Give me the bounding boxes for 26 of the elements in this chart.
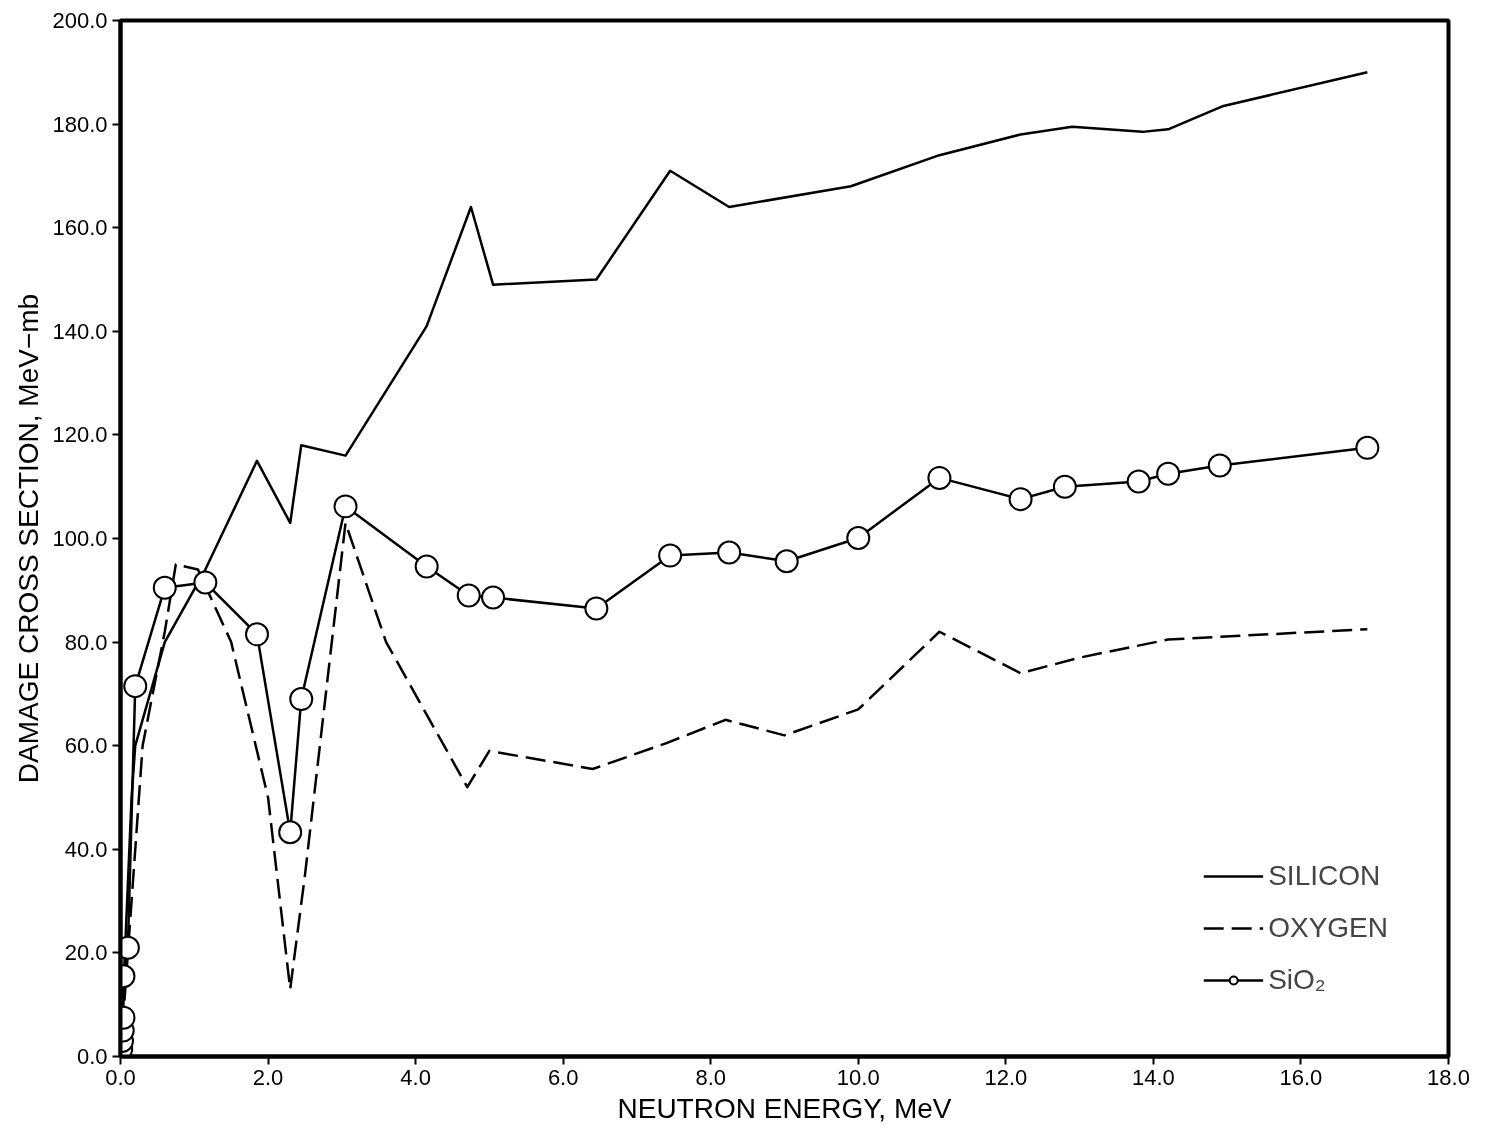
y-tick-label: 140.0 — [52, 318, 108, 344]
y-tick-label: 160.0 — [52, 215, 108, 241]
x-axis-title: NEUTRON ENERGY, MeV — [617, 1092, 952, 1124]
x-tick-label: 12.0 — [984, 1064, 1028, 1090]
y-axis-title: DAMAGE CROSS SECTION, MeV−mb — [13, 293, 45, 784]
x-tick-label: 4.0 — [400, 1064, 431, 1090]
x-tick-label: 6.0 — [547, 1064, 579, 1090]
x-tick-label: 18.0 — [1427, 1064, 1470, 1090]
x-tick-label: 10.0 — [836, 1064, 880, 1090]
y-tick-label: 200.0 — [52, 8, 108, 33]
x-tick-label: 2.0 — [252, 1064, 284, 1090]
y-tick-label: 120.0 — [52, 422, 108, 448]
legend-label: OXYGEN — [1268, 912, 1388, 944]
x-tick-label: 14.0 — [1131, 1064, 1175, 1090]
y-tick-label: 60.0 — [64, 733, 108, 759]
y-tick-label: 40.0 — [64, 836, 108, 862]
x-tick-label: 8.0 — [695, 1064, 727, 1090]
legend-label: SiO₂ — [1268, 964, 1326, 996]
y-tick-label: 20.0 — [64, 940, 108, 966]
y-tick-label: 80.0 — [64, 629, 108, 655]
legend-label: SILICON — [1268, 860, 1381, 892]
y-tick-label: 180.0 — [52, 111, 108, 137]
y-tick-label: 100.0 — [52, 526, 108, 551]
x-tick-label: 0.0 — [105, 1064, 136, 1090]
y-tick-label: 0.0 — [76, 1044, 108, 1069]
x-tick-label: 16.0 — [1279, 1064, 1323, 1090]
